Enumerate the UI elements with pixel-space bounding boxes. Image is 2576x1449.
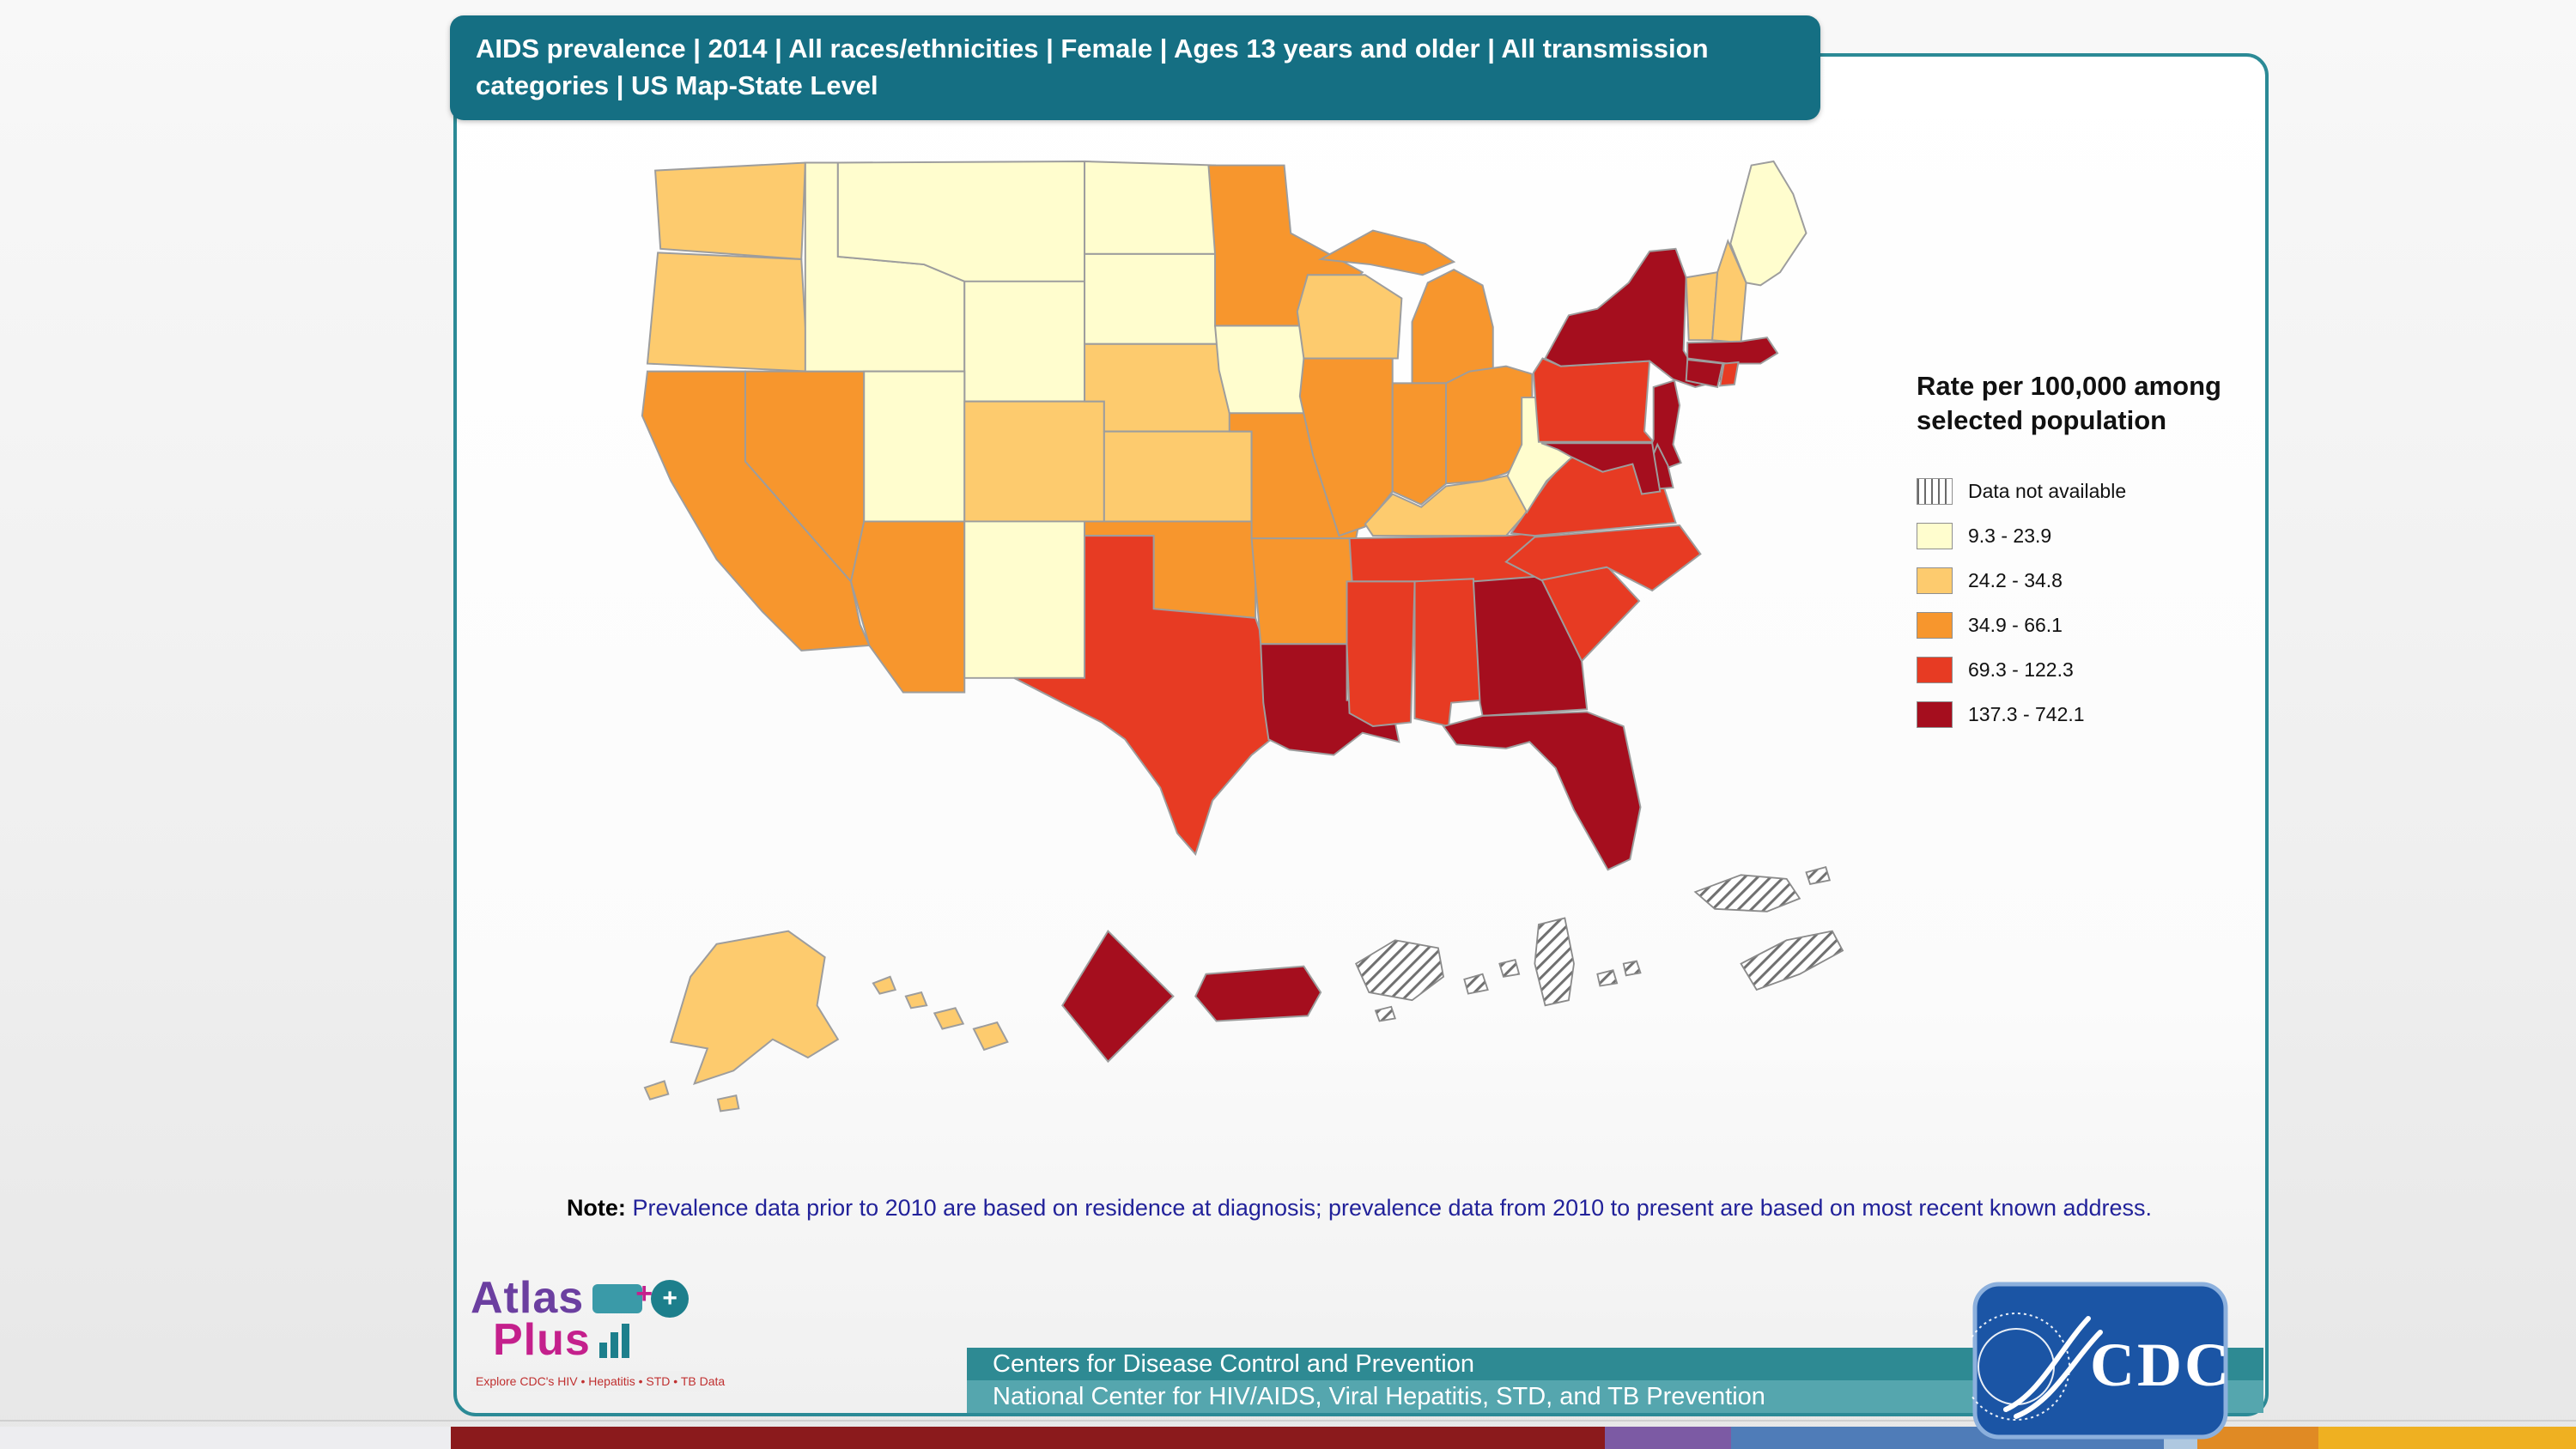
state-ME[interactable] (1729, 160, 1807, 287)
legend-swatch (1917, 567, 1953, 594)
state-IL[interactable] (1298, 357, 1394, 537)
state-UT[interactable] (863, 370, 966, 523)
atlas-wordmark-atlas: Atlas (471, 1273, 585, 1323)
state-TX[interactable] (1013, 535, 1273, 856)
territory-american-samoa[interactable] (1463, 958, 1521, 995)
legend-swatch (1917, 522, 1953, 549)
legend-item: 24.2 - 34.8 (1917, 567, 2260, 594)
cdc-logo-svg: CDC (1962, 1282, 2229, 1440)
state-ND[interactable] (1084, 160, 1217, 255)
cdc-eagle-swoosh-icon (2003, 1316, 2103, 1419)
state-NC[interactable] (1504, 524, 1702, 592)
state-DC-inset[interactable] (1061, 930, 1175, 1064)
state-IN[interactable] (1391, 382, 1448, 506)
legend-label: 137.3 - 742.1 (1968, 702, 2085, 725)
legend-item: 137.3 - 742.1 (1917, 700, 2260, 728)
color-strip-segment (1605, 1427, 1731, 1449)
state-FL[interactable] (1442, 711, 1642, 871)
territory-us-virgin-islands[interactable] (1355, 939, 1444, 1022)
state-MA[interactable] (1686, 336, 1779, 365)
atlas-tagline: Explore CDC's HIV • Hepatitis • STD • TB… (471, 1370, 725, 1391)
legend-label: Data not available (1968, 479, 2127, 502)
state-AZ[interactable] (850, 520, 966, 694)
legend-label: 34.9 - 66.1 (1968, 613, 2063, 636)
state-PA[interactable] (1532, 357, 1656, 443)
map-note: Note: Prevalence data prior to 2010 are … (455, 1195, 2263, 1222)
state-RI[interactable] (1718, 361, 1740, 387)
legend-label: 9.3 - 23.9 (1968, 524, 2052, 547)
atlas-plus-logo[interactable]: Atlas + Plus Explore CDC's HIV • Hepatit… (471, 1273, 725, 1391)
state-PR[interactable] (1194, 965, 1322, 1022)
color-strip-segment (451, 1427, 1605, 1449)
state-WI[interactable] (1296, 274, 1403, 360)
legend-item: 9.3 - 23.9 (1917, 522, 2260, 549)
legend-item: 34.9 - 66.1 (1917, 611, 2260, 639)
state-AR[interactable] (1250, 537, 1358, 646)
footer-line1: Centers for Disease Control and Preventi… (993, 1350, 1474, 1378)
atlas-bars-icon (598, 1324, 629, 1359)
state-NM[interactable] (963, 520, 1086, 679)
state-MD[interactable] (1540, 442, 1662, 495)
state-NH[interactable] (1711, 238, 1747, 344)
legend-label: 24.2 - 34.8 (1968, 568, 2063, 591)
state-AL[interactable] (1413, 578, 1484, 728)
legend-label: 69.3 - 122.3 (1968, 658, 2074, 681)
footer-line2: National Center for HIV/AIDS, Viral Hepa… (993, 1383, 1765, 1410)
map-legend: Rate per 100,000 among selected populati… (1917, 369, 2260, 746)
state-OR[interactable] (646, 252, 809, 373)
legend-item: 69.3 - 122.3 (1917, 656, 2260, 683)
cdc-logo-background (1972, 1282, 2228, 1440)
atlas-chart-chip-icon (592, 1277, 653, 1313)
state-CO[interactable] (963, 400, 1105, 523)
state-CT[interactable] (1685, 358, 1724, 389)
us-map (592, 129, 1898, 1120)
legend-title: Rate per 100,000 among selected populati… (1917, 371, 2221, 436)
state-WA[interactable] (654, 161, 806, 261)
state-AK[interactable] (643, 930, 840, 1113)
state-HI[interactable] (872, 975, 1009, 1052)
note-label: Note: (566, 1195, 626, 1221)
color-strip-segment (0, 1427, 451, 1449)
bottom-divider (0, 1420, 2576, 1422)
state-LA[interactable] (1260, 643, 1400, 756)
state-MI[interactable] (1317, 229, 1494, 385)
legend-swatch (1917, 611, 1953, 639)
legend-item: Data not available (1917, 477, 2260, 505)
map-title-bar: AIDS prevalence | 2014 | All races/ethni… (450, 15, 1820, 120)
territory-guam[interactable] (1534, 917, 1575, 1007)
map-title: AIDS prevalence | 2014 | All races/ethni… (476, 33, 1709, 100)
state-KS[interactable] (1103, 430, 1253, 523)
cdc-logo[interactable]: CDC (1962, 1281, 2229, 1445)
state-SD[interactable] (1084, 252, 1220, 345)
territory-marshall-islands[interactable] (1693, 866, 1832, 912)
state-MS[interactable] (1346, 580, 1416, 728)
territory-northern-mariana-islands[interactable] (1596, 960, 1642, 987)
cdc-wordmark: CDC (2090, 1331, 2229, 1399)
legend-swatch (1917, 656, 1953, 683)
territory-micronesia[interactable] (1740, 930, 1844, 991)
legend-swatch (1917, 477, 1953, 505)
legend-list: Data not available 9.3 - 23.9 24.2 - 34.8 3… (1917, 477, 2260, 728)
state-WY[interactable] (963, 280, 1086, 403)
color-strip-segment (2318, 1427, 2576, 1449)
note-text: Prevalence data prior to 2010 are based … (625, 1195, 2153, 1221)
us-map-svg (641, 160, 1844, 1113)
atlas-globe-plus-icon: + (651, 1279, 690, 1318)
atlas-wordmark-plus: Plus (493, 1315, 591, 1366)
legend-swatch (1917, 700, 1953, 728)
